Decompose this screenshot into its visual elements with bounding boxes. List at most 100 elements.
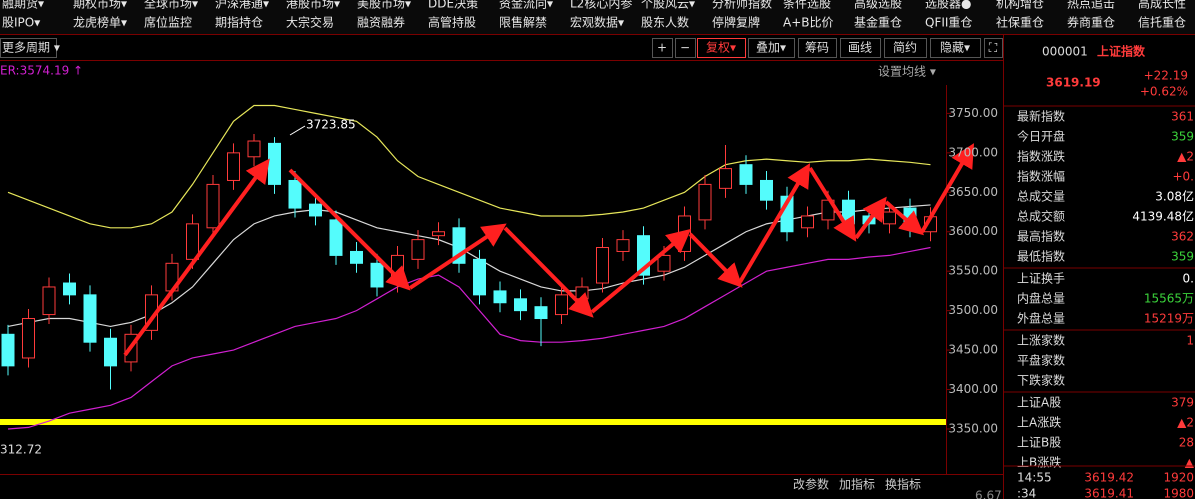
period-box[interactable] [0,38,57,58]
toolbar-button[interactable]: 筹码 [805,41,829,55]
menu-item[interactable]: 高级选股 [854,0,902,11]
candle-body [288,179,302,209]
arrow [854,196,887,240]
menu-item[interactable]: 席位监控 [144,15,192,30]
candle-body [555,294,568,316]
field-label: 总成交量 [1017,189,1065,204]
upper-band [7,104,931,229]
menu-item[interactable]: 社保重仓 [996,15,1044,30]
tick-cell: 14:55 [1017,471,1052,485]
toolbar-button[interactable]: + [657,41,667,55]
menu-item[interactable]: 期权市场▾ [73,0,127,11]
menu-item[interactable]: 资金流向▾ [499,0,553,11]
field-label: 上证B股 [1017,436,1061,450]
field-value: +0. [1172,170,1194,184]
period-button[interactable]: 更多周期 ▾ [2,41,60,55]
menu-item[interactable]: 信托重仓 [1138,16,1186,30]
toolbar-button[interactable]: 复权▾ [706,41,736,55]
indicator-button[interactable]: 改参数 [793,477,829,492]
candle-body [698,183,712,221]
candle-body [329,219,343,256]
y-tick-label: 3700.00 [948,145,998,159]
field-label: 下跌家数 [1017,373,1065,388]
menu-item[interactable]: 港股市场▾ [286,0,340,11]
change-pct: +0.62% [1140,85,1188,99]
menu-item[interactable]: 股IPO▾ [2,16,40,30]
y-tick-label: 3600.00 [948,224,998,238]
arrow [920,143,975,234]
menu-item[interactable]: 沪深港通▾ [215,0,269,11]
candle-body [206,183,220,229]
y-tick-label: 3350.00 [948,421,998,435]
arrow [590,228,692,314]
menu-item[interactable]: 基金重仓 [854,15,902,30]
menu-item[interactable]: DDE决策 [428,0,478,11]
menu-item[interactable]: 个股风云▾ [641,0,695,11]
tick-cell: 1920 [1163,471,1194,485]
menu-item[interactable]: 分析师指数 [712,0,772,11]
menu-item[interactable]: 大宗交易 [286,15,334,30]
menu-item[interactable]: 融期货▾ [2,0,44,11]
arrow [288,168,411,291]
tick-cell: 1980 [1163,487,1194,499]
toolbar-button-box[interactable] [840,38,881,58]
candle-body [719,168,732,189]
menu-item[interactable]: 高成长性 [1138,0,1186,11]
menu-item[interactable]: A+B比价 [783,16,834,30]
menu-item[interactable]: 高管持股 [428,15,476,30]
candle-body [514,298,527,312]
arrow [884,200,925,236]
settings-button[interactable]: 设置均线 ▾ [878,65,936,79]
candle-body [493,290,507,304]
corner-value: 6.67 [975,489,1002,499]
toolbar-button[interactable]: 隐藏▾ [940,41,970,55]
arrow [738,163,811,284]
indicator-button[interactable]: 加指标 [839,477,875,492]
menu-item[interactable]: 股东人数 [641,15,689,30]
toolbar-button-box[interactable] [798,38,837,58]
toolbar-button-box[interactable] [652,38,673,58]
field-value: 3.08亿 [1155,189,1194,204]
price: 3619.19 [1046,76,1101,90]
menu-item[interactable]: 宏观数据▾ [570,15,624,30]
tick-cell: :34 [1017,487,1036,499]
toolbar-button[interactable]: 画线 [848,41,872,55]
candle-body [596,247,609,284]
menu-item[interactable]: 全球市场▾ [144,0,198,11]
menu-item[interactable]: 热点追击 [1067,0,1115,11]
indicator-button[interactable]: 换指标 [885,477,921,492]
toolbar-button[interactable]: 叠加▾ [756,41,786,55]
menu-bg [0,0,1195,34]
y-tick-label: 3650.00 [948,185,998,199]
field-label: 指数涨幅 [1017,169,1065,184]
toolbar-button[interactable]: 简约 [893,40,917,55]
candle-body [268,142,281,185]
menu-item[interactable]: 停牌复牌 [712,15,760,30]
toolbar-button-box[interactable] [748,38,795,58]
toolbar-button[interactable]: ⛶ [988,41,998,55]
menu-item[interactable]: L2核心内参 [570,0,632,11]
menu-item[interactable]: 条件选股 [783,0,831,11]
toolbar-button-box[interactable] [697,38,746,58]
candle-body [575,286,589,300]
field-label: 指数涨跌 [1017,149,1065,164]
toolbar-button-box[interactable] [930,38,981,58]
candle-body [473,258,486,296]
menu-item[interactable]: QFII重仓 [925,16,972,30]
toolbar-button-box[interactable] [884,38,927,58]
menu-item[interactable]: 美股市场▾ [357,0,411,11]
menu-item[interactable]: 机构增仓 [996,0,1044,11]
toolbar-button-box[interactable] [984,38,1003,58]
menu-item[interactable]: 选股器● [925,0,971,11]
menu-item[interactable]: 融资融券 [357,15,405,30]
field-value: 28 [1179,436,1194,450]
candle-body [657,254,671,272]
y-tick-label: 3450.00 [948,343,998,357]
menu-item[interactable]: 龙虎榜单▾ [73,15,127,30]
menu-item[interactable]: 限售解禁 [499,15,547,30]
menu-item[interactable]: 期指持仓 [215,15,263,30]
menu-item[interactable]: 券商重仓 [1067,15,1115,30]
toolbar-button-box[interactable] [675,38,696,58]
toolbar-button[interactable]: − [680,41,690,55]
